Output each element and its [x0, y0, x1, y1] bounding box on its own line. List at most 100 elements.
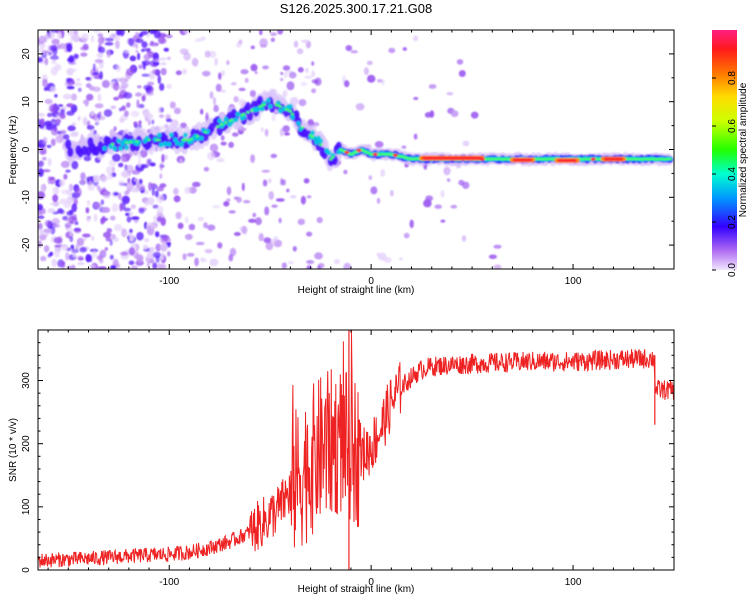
spectrogram-noise-blob	[160, 125, 165, 131]
spectrogram-noise-blob	[136, 255, 144, 263]
spectrogram-noise-blob	[135, 49, 139, 54]
spectrogram-ridge-core	[290, 114, 295, 121]
spectrogram-noise-blob	[78, 257, 84, 261]
spectrogram-noise-blob	[61, 189, 68, 195]
spectrogram-noise-blob	[120, 156, 127, 163]
spectrogram-noise-blob	[92, 250, 97, 259]
spectrogram-noise-blob	[156, 186, 164, 192]
spectrogram-ridge-core	[326, 150, 332, 156]
spectrogram-noise-blob	[280, 178, 284, 186]
spectrogram-noise-blob	[283, 132, 291, 136]
spectrogram-ridge-peak	[110, 142, 115, 146]
spectrogram-noise-blob	[71, 248, 79, 254]
spectrogram-noise-blob	[55, 114, 60, 120]
spectrogram-ytick-label: 0	[21, 146, 32, 152]
spectrogram-noise-blob	[125, 182, 134, 189]
spectrogram-noise-blob	[51, 122, 60, 127]
spectrogram-noise-blob	[146, 33, 151, 38]
spectrogram-noise-blob	[462, 140, 470, 147]
spectrogram-ytick-label: -10	[21, 190, 32, 205]
spectrogram-noise-blob	[221, 70, 225, 76]
spectrogram-noise-blob	[376, 197, 381, 204]
spectrogram-noise-blob	[152, 204, 159, 209]
spectrogram-noise-blob	[38, 42, 46, 49]
spectrogram-noise-blob	[66, 85, 75, 90]
spectrogram-noise-blob	[96, 117, 100, 126]
spectrogram-noise-blob	[75, 187, 82, 196]
spectrogram-noise-blob	[200, 258, 207, 263]
spectrogram-noise-blob	[98, 36, 105, 45]
spectrogram-noise-blob	[226, 186, 232, 196]
spectrogram-ridge-core	[288, 103, 293, 110]
spectrogram-noise-blob	[70, 244, 75, 250]
spectrogram-noise-blob	[79, 179, 87, 184]
spectrogram-noise-blob	[470, 111, 479, 119]
spectrogram-noise-blob	[127, 177, 131, 184]
spectrogram-noise-blob	[38, 168, 44, 177]
spectrogram-ridge-peak	[195, 134, 200, 138]
colorbar-tick-label: 0.0	[727, 263, 738, 277]
spectrogram-ridge-core	[124, 144, 130, 151]
spectrogram-noise-blob	[311, 88, 317, 94]
spectrogram-noise-blob	[223, 201, 230, 207]
spectrogram-ridge-core	[235, 111, 241, 117]
spectrogram-noise-blob	[129, 228, 133, 234]
spectrogram-noise-blob	[123, 110, 129, 117]
spectrogram-noise-blob	[102, 190, 111, 199]
spectrogram-ridge-blob	[65, 139, 72, 150]
spectrogram-noise-blob	[96, 52, 104, 59]
spectrogram-noise-blob	[230, 82, 237, 86]
spectrogram-noise-blob	[250, 154, 256, 164]
spectrogram-noise-blob	[259, 38, 268, 48]
spectrogram-noise-blob	[141, 60, 151, 66]
spectrogram-noise-blob	[367, 74, 376, 83]
spectrogram-noise-blob	[136, 231, 144, 241]
spectrogram-noise-blob	[110, 233, 116, 240]
spectrogram-noise-blob	[281, 262, 287, 269]
spectrogram-noise-blob	[233, 196, 239, 200]
spectrogram-noise-blob	[270, 153, 278, 159]
spectrogram-noise-blob	[98, 115, 106, 121]
spectrogram-noise-blob	[241, 225, 248, 235]
spectrogram-ridge-peak	[300, 126, 305, 129]
spectrogram-noise-blob	[119, 202, 124, 212]
colorbar-label: Normalized spectral amplitude	[738, 82, 749, 217]
spectrogram-noise-blob	[68, 183, 74, 191]
spectrogram-noise-blob	[94, 59, 104, 64]
spectrogram-noise-blob	[152, 68, 161, 75]
spectrogram-noise-blob	[106, 49, 111, 58]
spectrogram-noise-blob	[233, 96, 239, 103]
spectrogram-ridge-core	[158, 142, 164, 148]
spectrogram-noise-blob	[66, 43, 73, 53]
spectrogram-noise-blob	[105, 37, 114, 42]
spectrogram-noise-blob	[43, 37, 48, 43]
spectrogram-noise-blob	[175, 70, 182, 76]
spectrogram-noise-blob	[273, 236, 278, 241]
spectrogram-noise-blob	[273, 239, 283, 248]
spectrogram-noise-blob	[271, 113, 276, 122]
spectrogram-noise-blob	[83, 237, 87, 241]
spectrogram-noise-blob	[42, 78, 48, 88]
spectrogram-ridge-peak	[203, 131, 208, 134]
colorbar: 0.0 0.2 0.4 0.6 0.8 Normalized spectral ampl…	[712, 30, 749, 277]
spectrogram-noise-blob	[113, 82, 120, 91]
spectrogram-noise-blob	[159, 173, 163, 180]
spectrogram-noise-blob	[212, 96, 217, 106]
spectrogram-noise-blob	[166, 84, 172, 89]
spectrogram-noise-blob	[277, 30, 284, 35]
spectrogram-noise-blob	[456, 59, 464, 65]
spectrogram-noise-blob	[144, 238, 150, 243]
spectrogram-noise-blob	[280, 77, 284, 82]
spectrogram-noise-blob	[182, 30, 192, 34]
spectrogram-noise-blob	[228, 210, 236, 214]
spectrogram-noise-blob	[493, 244, 502, 249]
spectrogram-noise-blob	[97, 93, 102, 102]
spectrogram-ridge-core	[116, 138, 122, 144]
spectrogram-noise-blob	[93, 213, 98, 222]
spectrogram-noise-blob	[39, 228, 44, 236]
spectrogram-noise-blob	[104, 42, 114, 46]
spectrogram-noise-blob	[124, 78, 129, 83]
spectrogram-noise-blob	[39, 233, 47, 241]
spectrogram-noise-blob	[184, 216, 189, 224]
